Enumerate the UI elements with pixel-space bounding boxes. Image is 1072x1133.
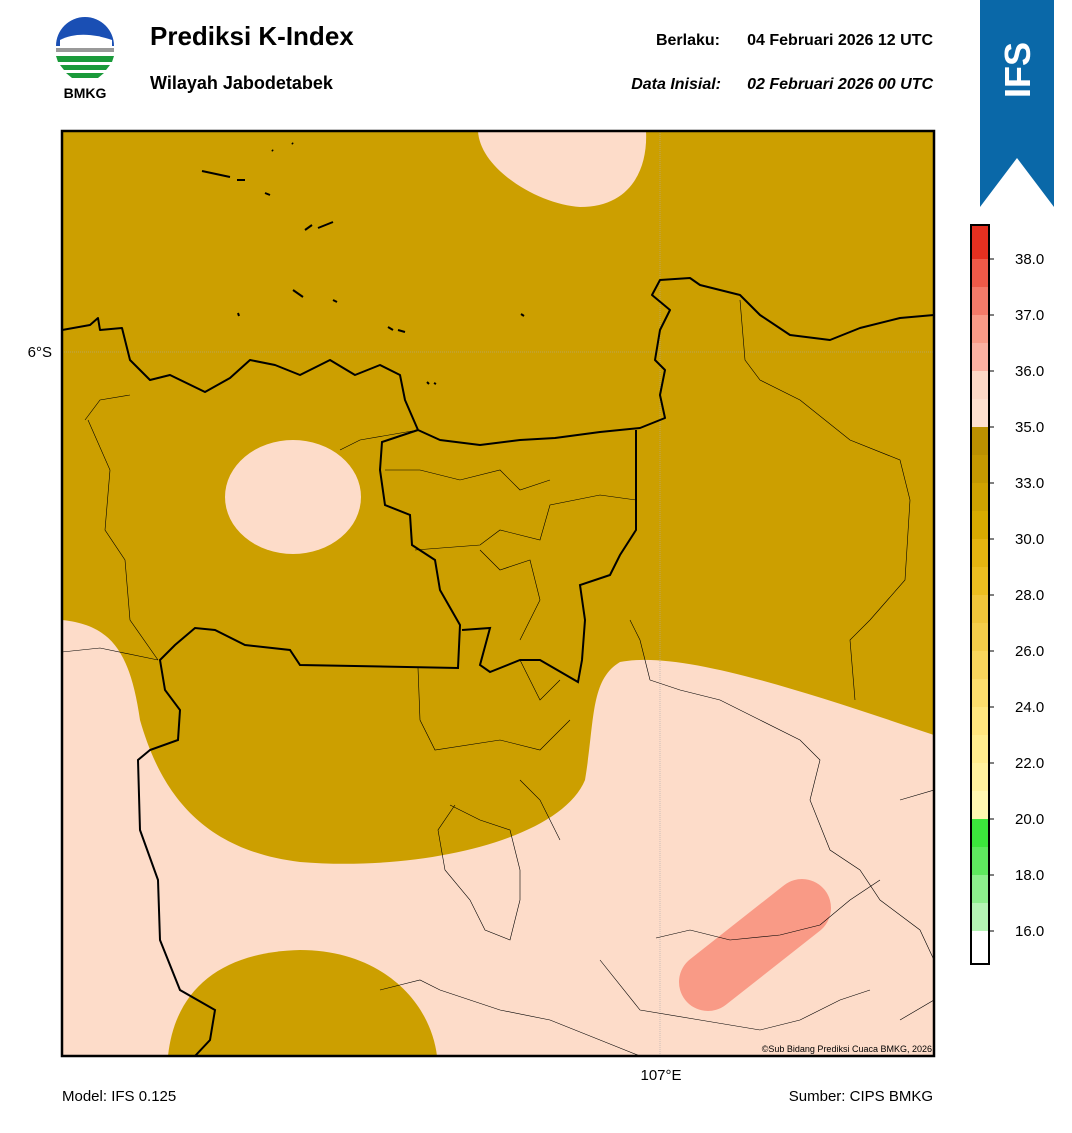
title: Prediksi K-Index [150,21,354,51]
colorbar-segment [971,931,989,964]
colorbar-segment [971,455,989,483]
credit: ©Sub Bidang Prediksi Cuaca BMKG, 2026 [762,1044,932,1054]
colorbar-segment [971,763,989,791]
regency-border [62,299,934,1056]
map: ©Sub Bidang Prediksi Cuaca BMKG, 2026 [62,131,934,1056]
lat-label: 6°S [28,344,52,361]
colorbar-segment [971,539,989,567]
colorbar-segment [971,875,989,903]
source-label: Sumber: CIPS BMKG [789,1088,933,1105]
field-low [478,131,647,207]
colorbar-tick-label: 38.0 [1015,251,1044,268]
colorbar-segment [971,287,989,315]
field-low [225,440,361,554]
colorbar-segment [971,399,989,427]
colorbar-segment [971,595,989,623]
colorbar-segment [971,511,989,539]
colorbar-tick-label: 36.0 [1015,363,1044,380]
colorbar-tick-label: 30.0 [1015,531,1044,548]
island [201,142,525,385]
province-border [136,429,637,1056]
colorbar-tick-label: 20.0 [1015,811,1044,828]
colorbar-segment [971,735,989,763]
colorbar-segment [971,225,989,259]
model-badge [980,0,1054,207]
colorbar-segment [971,567,989,595]
colorbar-tick-label: 37.0 [1015,307,1044,324]
colorbar-segment [971,623,989,651]
colorbar-tick-label: 26.0 [1015,643,1044,660]
colorbar-segment [971,847,989,875]
colorbar-tick-label: 33.0 [1015,475,1044,492]
init-label: Data Inisial: [631,76,721,93]
colorbar-segment [971,483,989,511]
colorbar-tick-label: 22.0 [1015,755,1044,772]
colorbar-segment [971,903,989,931]
colorbar-segment [971,651,989,679]
colorbar-tick-label: 18.0 [1015,867,1044,884]
model-label: Model: IFS 0.125 [62,1088,176,1105]
field-base [168,950,437,1056]
colorbar-tick-label: 16.0 [1015,923,1044,940]
colorbar-segment [971,343,989,371]
colorbar-segment [971,371,989,399]
field-high [679,879,831,1011]
init-time: 02 Februari 2026 00 UTC [747,76,933,93]
colorbar-segment [971,707,989,735]
colorbar-segment [971,315,989,343]
map-frame [60,129,936,1058]
colorbar-tick-label: 24.0 [1015,699,1044,716]
colorbar-segment [971,791,989,819]
logo-text: BMKG [64,85,107,101]
colorbar-tick-label: 35.0 [1015,419,1044,436]
lon-label: 107°E [640,1067,681,1084]
bmkg-logo: BMKG [56,17,114,101]
badge-text: IFS [997,42,1038,98]
colorbar: 16.0 18.0 20.0 22.0 24.0 26.0 28.0 30.0 33.0 35.0… [970,224,1044,965]
subtitle: Wilayah Jabodetabek [150,73,334,93]
valid-label: Berlaku: [656,32,720,49]
colorbar-segment [971,427,989,455]
valid-time: 04 Februari 2026 12 UTC [747,32,933,49]
colorbar-segment [971,259,989,287]
colorbar-segment [971,819,989,847]
colorbar-segment [971,679,989,707]
colorbar-tick-label: 28.0 [1015,587,1044,604]
coastline [62,277,934,446]
